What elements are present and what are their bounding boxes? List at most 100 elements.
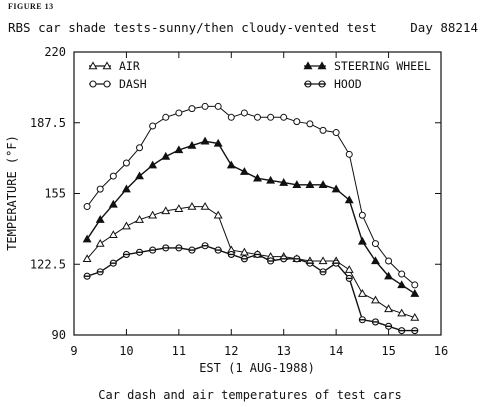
point-steering-wheel-12 <box>239 167 249 175</box>
point-dash-4 <box>136 144 144 152</box>
point-air-23 <box>384 304 394 313</box>
point-air-2 <box>108 230 118 239</box>
point-steering-wheel-11 <box>226 160 236 169</box>
point-dash-17 <box>306 120 314 128</box>
x-tick-label-12: 12 <box>224 344 238 358</box>
legend-marker-dash-b <box>103 80 111 88</box>
point-hood-19 <box>332 259 340 267</box>
x-tick-label-10: 10 <box>119 344 133 358</box>
point-hood-12 <box>240 255 248 263</box>
point-steering-wheel-13 <box>253 173 262 182</box>
point-dash-12 <box>240 109 248 117</box>
point-dash-7 <box>175 109 183 117</box>
legend-label-steering-wheel: STEERING WHEEL <box>334 59 431 73</box>
point-steering-wheel-19 <box>331 184 341 193</box>
point-hood-1 <box>96 268 104 276</box>
y-tick-label-220: 220 <box>44 45 66 59</box>
legend-marker-steering-wheel-b <box>317 61 327 70</box>
point-dash-8 <box>188 105 196 113</box>
point-air-21 <box>357 289 367 297</box>
point-steering-wheel-17 <box>305 180 315 188</box>
point-steering-wheel-5 <box>148 160 158 169</box>
point-dash-21 <box>358 211 366 219</box>
point-air-18 <box>318 256 328 265</box>
point-air-4 <box>135 215 144 223</box>
point-hood-11 <box>227 250 235 259</box>
point-hood-0 <box>83 272 91 280</box>
point-dash-2 <box>109 172 117 180</box>
point-steering-wheel-6 <box>161 151 171 160</box>
legend-marker-steering-wheel-a <box>303 61 313 70</box>
point-dash-20 <box>345 150 353 158</box>
plot-frame <box>73 51 442 336</box>
series-line-dash <box>86 105 416 286</box>
legend-marker-air-b <box>102 61 112 70</box>
point-hood-4 <box>135 248 144 256</box>
point-hood-15 <box>280 255 288 263</box>
point-air-12 <box>239 247 249 256</box>
x-tick-label-15: 15 <box>381 344 395 358</box>
point-hood-13 <box>253 250 262 259</box>
point-air-6 <box>161 206 171 215</box>
point-steering-wheel-15 <box>279 178 289 186</box>
y-tick-label-187.5: 187.5 <box>30 116 66 130</box>
point-steering-wheel-4 <box>135 171 144 180</box>
point-hood-10 <box>214 246 222 254</box>
point-dash-14 <box>267 113 275 121</box>
point-air-3 <box>121 221 131 230</box>
point-hood-22 <box>371 318 380 326</box>
legend-marker-dash-a <box>89 80 97 88</box>
point-hood-23 <box>385 322 393 330</box>
point-hood-20 <box>345 274 353 282</box>
point-steering-wheel-18 <box>318 180 328 188</box>
point-air-9 <box>200 201 210 210</box>
x-tick-label-9: 9 <box>70 344 77 358</box>
point-hood-21 <box>358 316 366 324</box>
point-dash-18 <box>319 126 327 134</box>
point-dash-13 <box>254 113 261 121</box>
point-steering-wheel-16 <box>292 180 302 188</box>
point-steering-wheel-8 <box>187 140 197 149</box>
point-dash-10 <box>214 102 222 110</box>
point-steering-wheel-24 <box>397 280 407 289</box>
point-steering-wheel-10 <box>213 138 223 147</box>
point-hood-2 <box>109 259 117 267</box>
point-steering-wheel-21 <box>357 236 367 245</box>
figure-label: FIGURE 13 <box>8 2 54 11</box>
point-steering-wheel-25 <box>410 289 420 297</box>
point-air-0 <box>82 254 92 263</box>
point-air-1 <box>95 238 105 247</box>
point-air-22 <box>371 295 380 304</box>
point-air-8 <box>187 201 197 210</box>
point-steering-wheel-9 <box>200 136 210 145</box>
point-air-5 <box>148 210 158 219</box>
legend-label-air: AIR <box>119 59 140 73</box>
point-dash-3 <box>122 159 130 167</box>
x-tick-label-16: 16 <box>434 344 448 358</box>
point-dash-22 <box>371 240 379 248</box>
point-dash-15 <box>280 113 288 121</box>
point-air-10 <box>213 210 223 219</box>
point-hood-7 <box>175 244 183 252</box>
point-hood-24 <box>398 327 406 335</box>
point-dash-0 <box>83 203 91 211</box>
point-dash-11 <box>227 113 235 121</box>
point-dash-5 <box>149 122 157 130</box>
point-dash-19 <box>332 129 340 137</box>
chart-subtitle: Day 88214 <box>410 20 478 35</box>
x-tick-label-11: 11 <box>172 344 186 358</box>
chart-title: RBS car shade tests-sunny/then cloudy-ve… <box>8 20 377 35</box>
x-tick-label-13: 13 <box>276 344 290 358</box>
point-hood-14 <box>267 257 275 265</box>
point-dash-1 <box>96 185 104 193</box>
point-air-25 <box>410 312 420 321</box>
y-tick-label-122.5: 122.5 <box>30 257 66 271</box>
y-tick-label-90: 90 <box>52 328 66 342</box>
point-steering-wheel-7 <box>174 145 184 154</box>
point-steering-wheel-23 <box>384 271 394 280</box>
point-steering-wheel-14 <box>266 175 276 184</box>
point-hood-18 <box>319 268 327 276</box>
legend-label-hood: HOOD <box>334 77 362 91</box>
point-dash-9 <box>201 102 209 110</box>
